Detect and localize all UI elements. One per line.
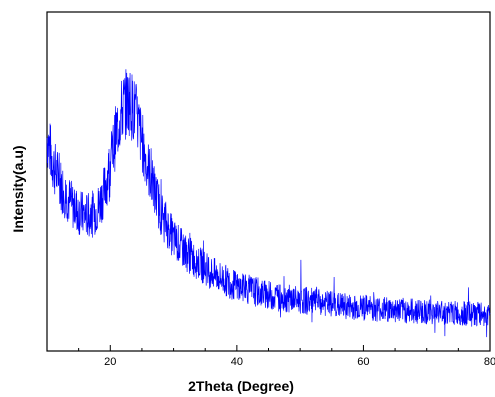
x-tick-label: 80 [484, 356, 495, 368]
series-line [46, 69, 491, 338]
x-ticks [46, 345, 491, 351]
x-tick-label: 60 [357, 356, 369, 368]
x-tick-label: 40 [231, 356, 243, 368]
x-axis-title: 2Theta (Degree) [188, 378, 294, 394]
x-tick-labels: 20 40 60 80 [104, 356, 495, 368]
x-tick-label: 20 [104, 356, 116, 368]
y-axis-title: Intensity(a.u) [10, 145, 26, 232]
